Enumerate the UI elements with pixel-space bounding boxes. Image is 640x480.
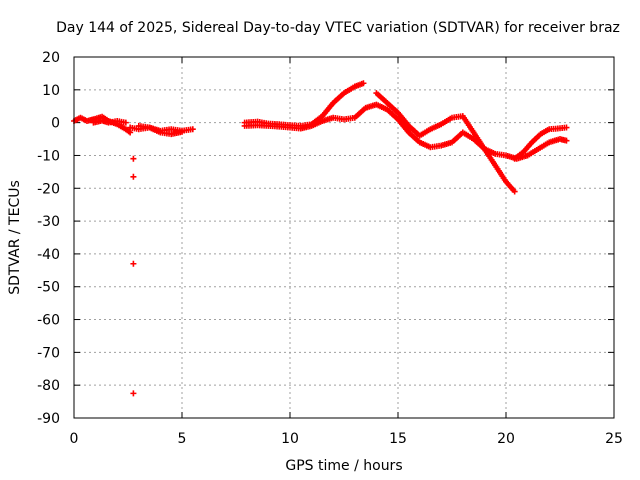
y-tick-label: -50 — [37, 280, 60, 296]
y-tick-label: 0 — [51, 116, 60, 132]
data-point — [563, 137, 570, 144]
y-tick-label: 10 — [42, 83, 60, 99]
data-point — [130, 173, 137, 180]
grid — [74, 57, 614, 418]
x-tick-label: 0 — [70, 431, 79, 447]
data-point — [563, 124, 570, 131]
x-tick-label: 20 — [497, 431, 515, 447]
data-point — [122, 119, 129, 126]
data-point — [360, 80, 367, 87]
x-tick-label: 25 — [605, 431, 623, 447]
x-tick-label: 5 — [178, 431, 187, 447]
axis-ticks — [73, 56, 615, 419]
x-tick-label: 10 — [281, 431, 299, 447]
chart-title: Day 144 of 2025, Sidereal Day-to-day VTE… — [56, 20, 620, 36]
y-tick-label: -90 — [37, 411, 60, 427]
y-tick-label: -60 — [37, 313, 60, 329]
x-tick-label: 15 — [389, 431, 407, 447]
data-point — [189, 126, 196, 133]
tick-labels: 0 5 10 15 20 25 -90 -80 -70 -60 -50 -40 -30 -20 -10 0 10… — [37, 50, 623, 447]
y-tick-label: -30 — [37, 214, 60, 230]
data-point — [179, 128, 185, 135]
data-points — [71, 80, 570, 397]
y-tick-label: 20 — [42, 50, 60, 66]
y-tick-label: -20 — [37, 181, 60, 197]
y-tick-label: -80 — [37, 378, 60, 394]
y-tick-label: -70 — [37, 345, 60, 361]
x-axis-title: GPS time / hours — [285, 458, 402, 474]
data-point — [130, 390, 137, 397]
plot-frame — [73, 56, 615, 419]
y-axis-title: SDTVAR / TECUs — [7, 180, 23, 295]
data-point — [130, 155, 137, 162]
data-point — [511, 188, 518, 195]
y-tick-label: -40 — [37, 247, 60, 263]
y-tick-label: -10 — [37, 148, 60, 164]
data-point — [130, 260, 137, 267]
